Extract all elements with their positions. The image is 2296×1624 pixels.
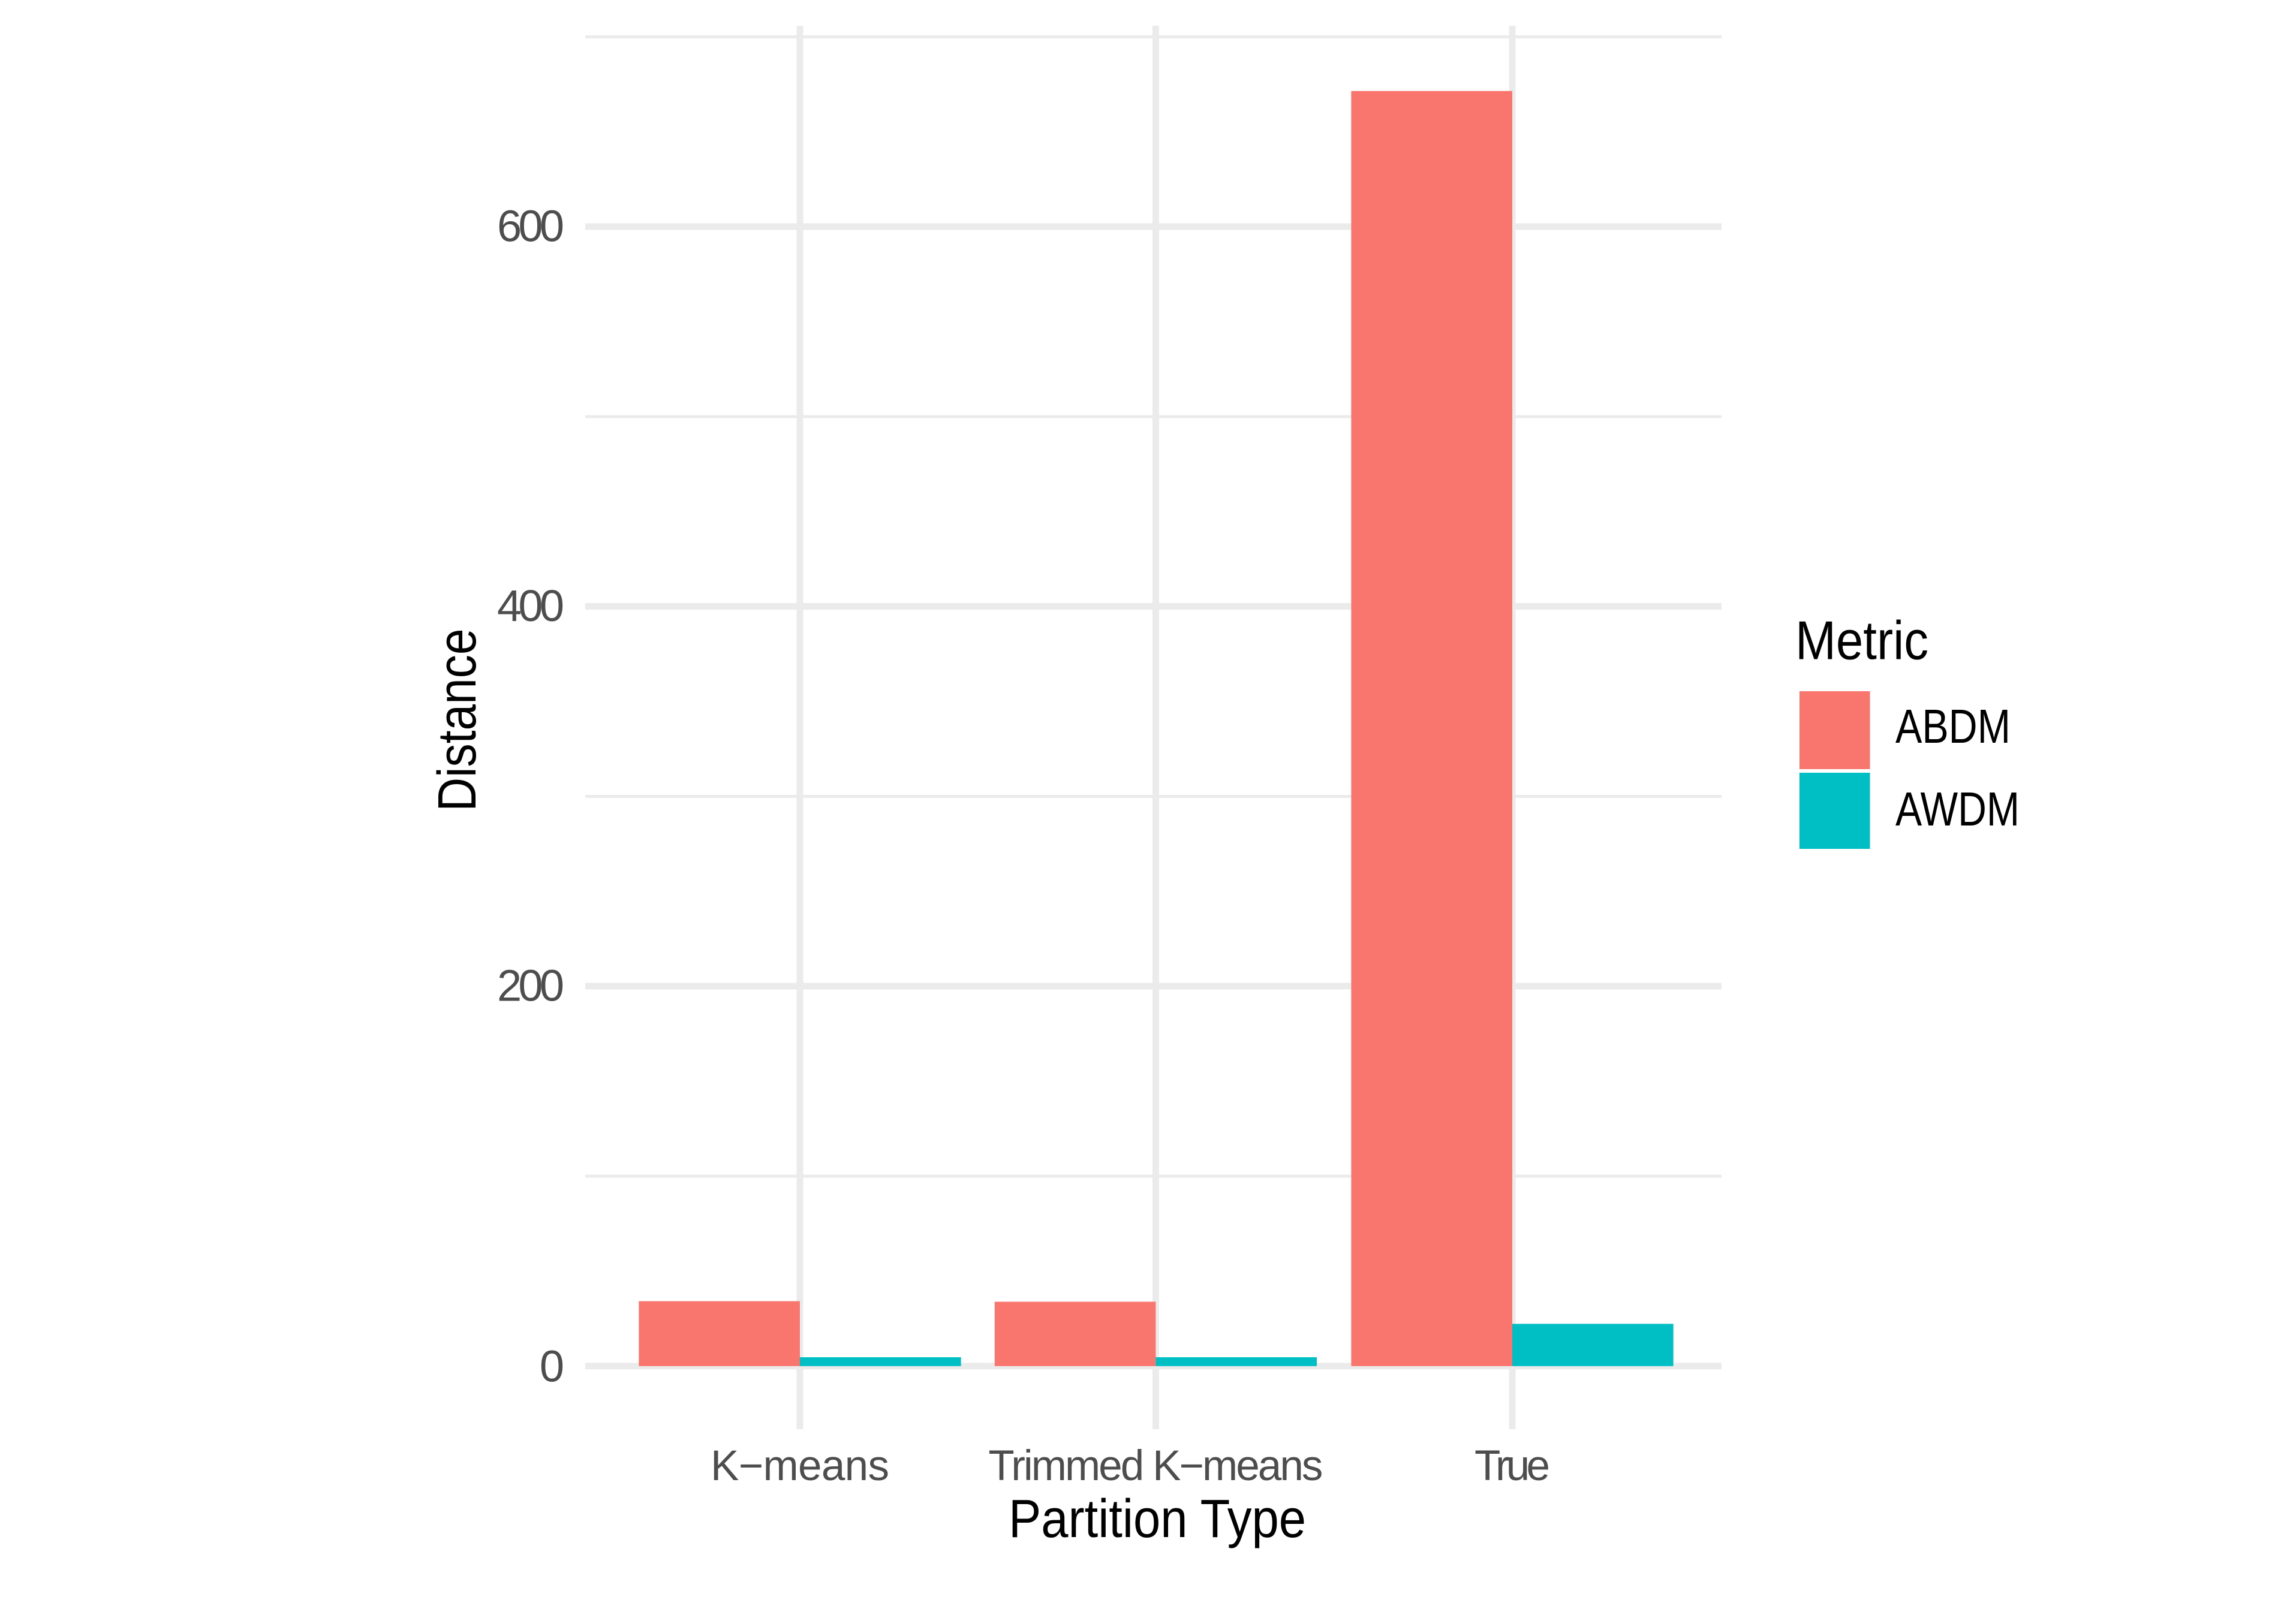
svg-text:400: 400 bbox=[497, 581, 564, 631]
svg-text:ABDM: ABDM bbox=[1895, 700, 2011, 753]
svg-text:Metric: Metric bbox=[1795, 611, 1928, 671]
svg-text:Trimmed K−means: Trimmed K−means bbox=[988, 1442, 1323, 1490]
svg-text:Partition Type: Partition Type bbox=[1009, 1489, 1306, 1549]
svg-text:0: 0 bbox=[540, 1342, 564, 1391]
svg-text:200: 200 bbox=[497, 960, 564, 1010]
svg-text:600: 600 bbox=[497, 201, 564, 251]
svg-text:AWDM: AWDM bbox=[1895, 782, 2020, 836]
svg-text:True: True bbox=[1475, 1442, 1550, 1490]
svg-text:Distance: Distance bbox=[428, 629, 488, 812]
svg-text:K−means: K−means bbox=[711, 1442, 889, 1490]
